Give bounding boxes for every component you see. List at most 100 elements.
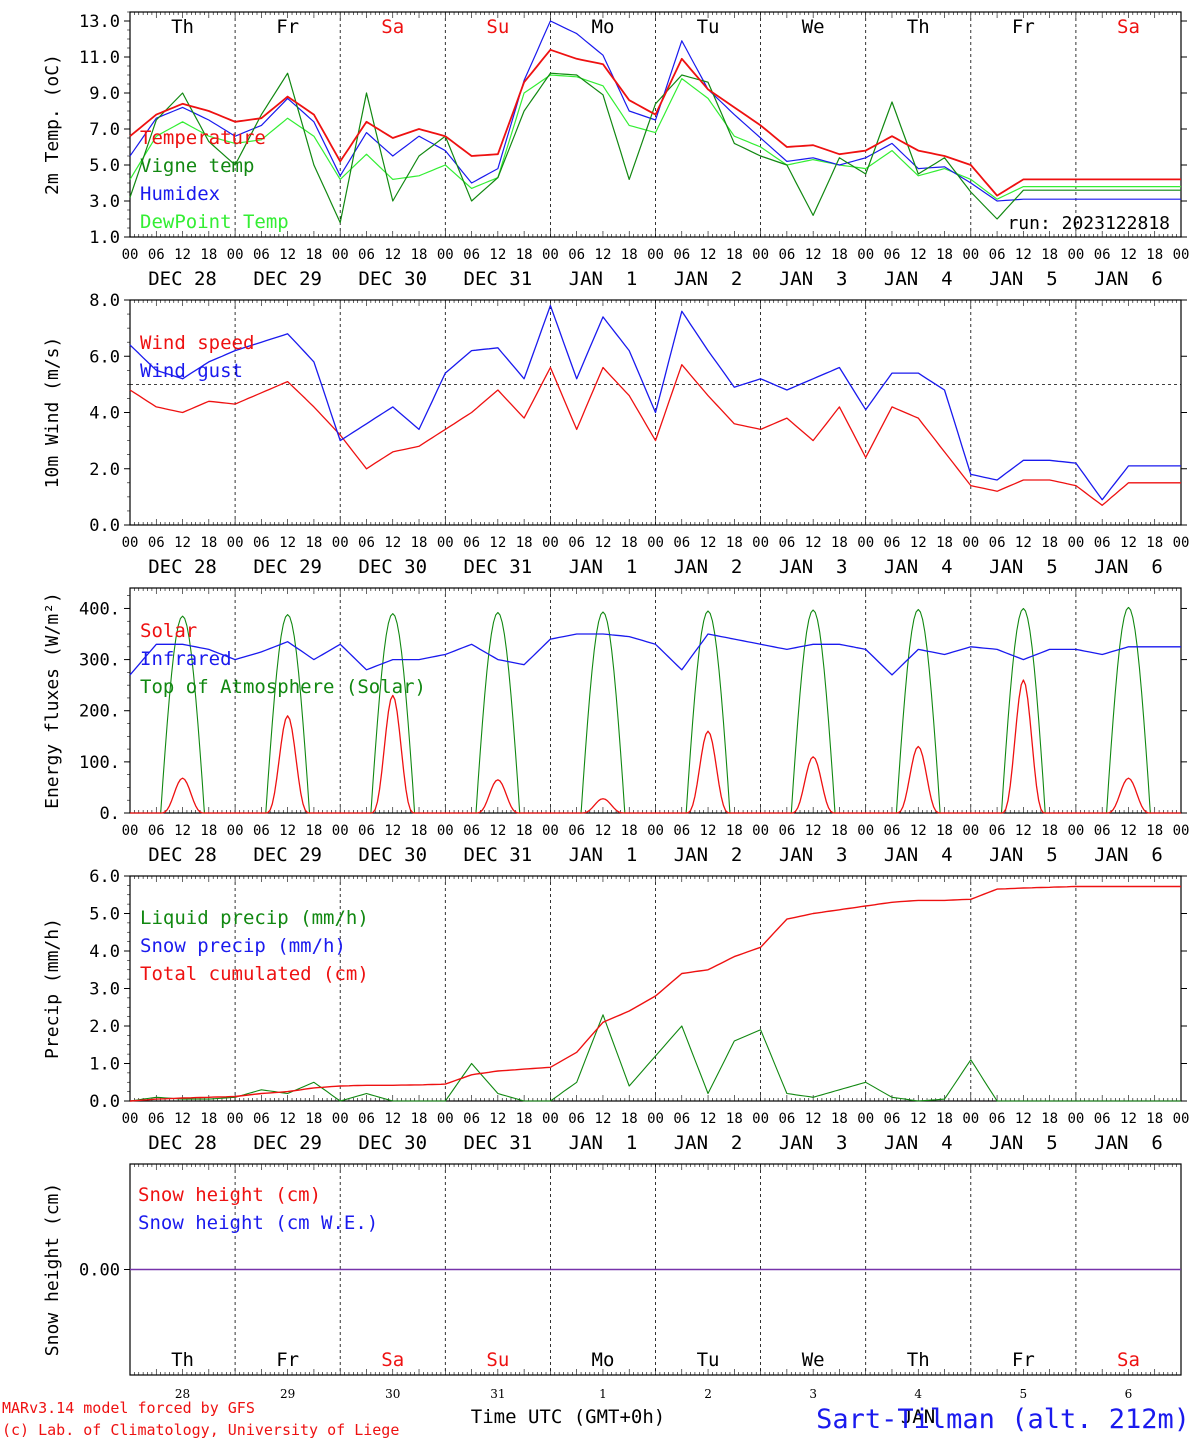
date-label: DEC 31 [464,844,533,866]
hour-tick-label: 06 [989,1111,1006,1127]
hour-tick-label: 12 [910,247,927,263]
hour-tick-label: 18 [621,535,638,551]
hour-tick-label: 12 [489,823,506,839]
weekday-label: We [802,1349,825,1371]
legend-infrared: Infrared [140,648,232,670]
hour-tick-label: 00 [332,1111,349,1127]
weekday-label: Fr [1012,1349,1035,1371]
hour-tick-label: 12 [595,247,612,263]
hour-tick-label: 18 [936,823,953,839]
weekday-label: Sa [381,1349,404,1371]
y-tick-label: 100. [79,753,120,773]
panel-2: 0.0 2.0 4.0 6.0 8.0 10m Wind (m/s) Wind speed W… [42,291,1189,578]
y-tick-label: 11.0 [79,48,120,68]
y-tick-label: 200. [79,702,120,722]
legend-snow-precip-mm-h-: Snow precip (mm/h) [140,935,346,957]
hour-tick-label: 18 [200,247,217,263]
weekday-label: Sa [381,16,404,38]
weekday-label: Th [907,16,930,38]
y-tick-label: 3.0 [89,980,120,1000]
hour-tick-label: 12 [174,535,191,551]
hour-tick-label: 00 [1173,535,1190,551]
hour-tick-label: 12 [910,535,927,551]
y-tick-label: 8.0 [89,291,120,311]
hour-tick-label: 00 [122,823,139,839]
weekday-label: Sa [1117,1349,1140,1371]
y-axis-label: 10m Wind (m/s) [42,337,63,489]
hour-tick-label: 12 [1120,535,1137,551]
hour-tick-label: 12 [595,535,612,551]
hour-tick-label: 00 [437,1111,454,1127]
y-tick-label: 6.0 [89,347,120,367]
hour-tick-label: 06 [1094,535,1111,551]
hour-tick-label: 06 [673,247,690,263]
date-label: DEC 28 [148,1132,217,1154]
hour-tick-label: 12 [174,823,191,839]
hour-tick-label: 06 [1094,247,1111,263]
y-tick-label: 2.0 [89,460,120,480]
hour-tick-label: 06 [989,535,1006,551]
day-number: 4 [914,1387,922,1401]
y-tick-label: 1.0 [89,1055,120,1075]
panel-5: 0.00 Snow height (cm) Snow height (cm) Snow… [42,1163,1182,1401]
hour-tick-label: 12 [595,1111,612,1127]
legend-temperature: Temperature [140,127,266,149]
hour-tick-label: 12 [595,823,612,839]
day-number: 31 [490,1387,505,1401]
hour-tick-label: 18 [411,1111,428,1127]
date-label: JAN 6 [1094,1132,1163,1154]
hour-tick-label: 12 [384,1111,401,1127]
hour-tick-label: 12 [279,1111,296,1127]
hour-tick-label: 00 [227,823,244,839]
y-tick-label: 5.0 [89,905,120,925]
legend-liquid-precip-mm-h-: Liquid precip (mm/h) [140,907,369,929]
panel-1: 1.0 3.0 5.0 7.0 9.0 11.0 13.0 2m Temp. (oC) Th Fr… [42,11,1189,290]
y-tick-label: 6.0 [89,867,120,887]
hour-tick-label: 00 [647,823,664,839]
legend-solar: Solar [140,620,197,642]
y-tick-label: 5.0 [89,156,120,176]
series-line [129,72,1181,224]
hour-tick-label: 18 [516,1111,533,1127]
footer: MARv3.14 model forced by GFS (c) Lab. of … [2,1399,1190,1439]
hour-tick-label: 18 [411,247,428,263]
hour-tick-label: 00 [1067,247,1084,263]
hour-tick-label: 12 [384,247,401,263]
hour-tick-label: 12 [805,1111,822,1127]
hour-tick-label: 06 [884,535,901,551]
hour-tick-label: 12 [174,247,191,263]
hour-tick-label: 06 [148,535,165,551]
hour-tick-label: 06 [358,1111,375,1127]
plot-frame [129,587,1182,814]
hour-tick-label: 06 [778,823,795,839]
series-line [129,48,1181,197]
y-tick-label: 1.0 [89,228,120,248]
hour-tick-label: 00 [542,535,559,551]
hour-tick-label: 18 [1041,535,1058,551]
hour-tick-label: 06 [463,247,480,263]
hour-tick-label: 06 [884,247,901,263]
date-label: DEC 30 [358,556,427,578]
date-label: DEC 30 [358,1132,427,1154]
hour-tick-label: 00 [332,247,349,263]
hour-tick-label: 00 [332,535,349,551]
weekday-label: Fr [1012,16,1035,38]
series-line [129,74,1181,200]
hour-tick-label: 00 [227,1111,244,1127]
hour-tick-label: 00 [962,247,979,263]
hour-tick-label: 06 [778,1111,795,1127]
hour-tick-label: 12 [910,823,927,839]
weekday-label: Su [486,16,509,38]
legend-snow-height-cm-w-e-: Snow height (cm W.E.) [138,1212,378,1234]
date-label: JAN 6 [1094,556,1163,578]
date-label: JAN 4 [884,556,953,578]
y-tick-label: 4.0 [89,942,120,962]
hour-tick-label: 12 [384,823,401,839]
date-label: JAN 3 [779,268,848,290]
hour-tick-label: 06 [884,1111,901,1127]
legend-vigne-temp: Vigne temp [140,155,254,177]
hour-tick-label: 06 [1094,1111,1111,1127]
hour-tick-label: 06 [148,1111,165,1127]
weekday-label: Th [907,1349,930,1371]
hour-tick-label: 06 [778,535,795,551]
